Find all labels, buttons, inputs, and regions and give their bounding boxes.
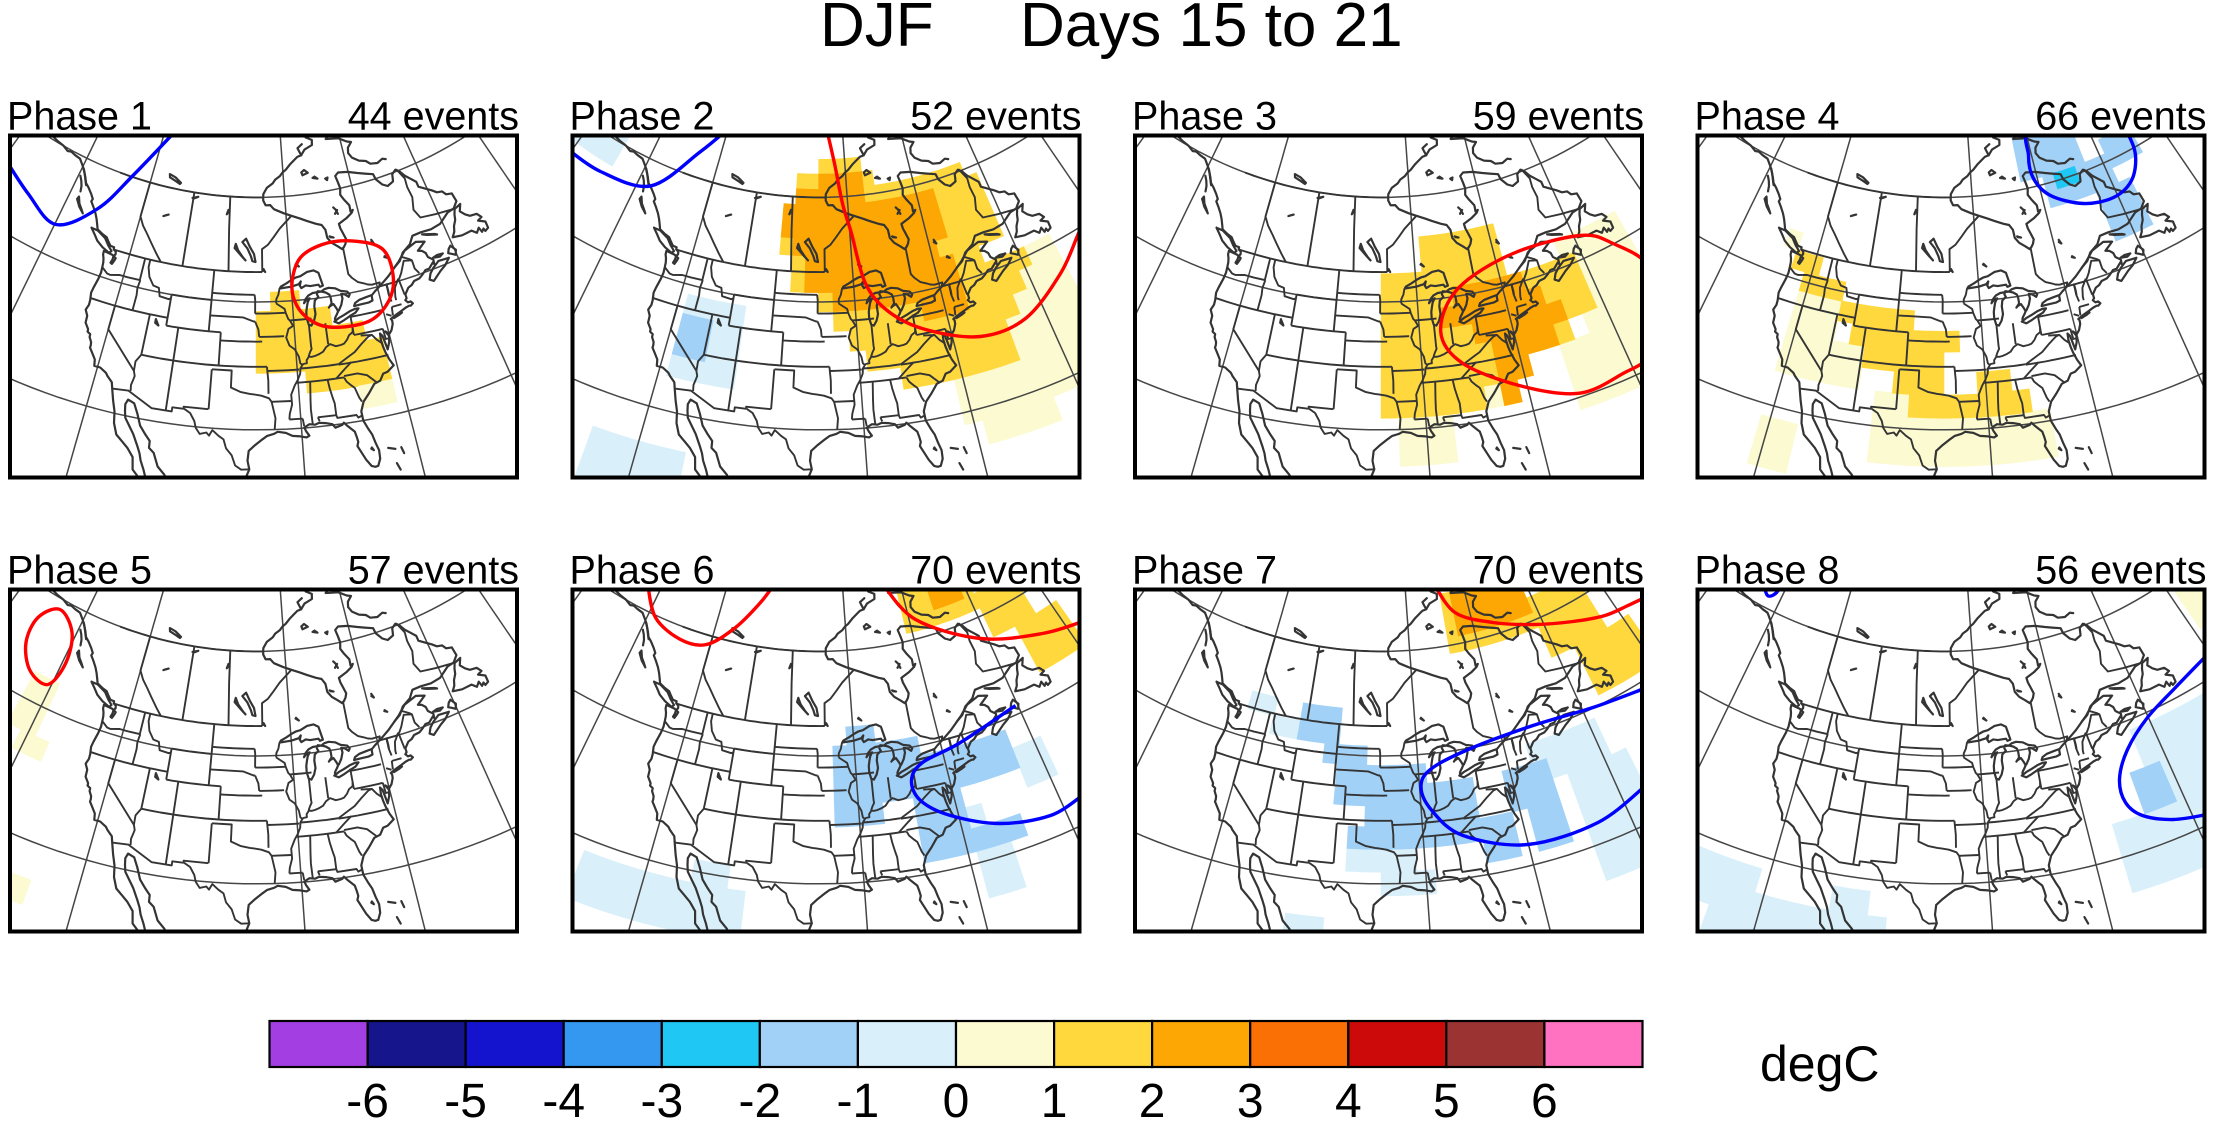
svg-text:-5: -5 — [444, 1075, 487, 1122]
svg-text:Phase 1: Phase 1 — [7, 95, 152, 139]
svg-text:2: 2 — [1139, 1075, 1166, 1122]
svg-text:3: 3 — [1237, 1075, 1264, 1122]
svg-text:Phase 2: Phase 2 — [570, 95, 715, 139]
svg-text:Phase 3: Phase 3 — [1132, 95, 1277, 139]
svg-text:57 events: 57 events — [348, 549, 519, 593]
svg-text:56 events: 56 events — [2035, 549, 2206, 593]
svg-text:5: 5 — [1433, 1075, 1460, 1122]
svg-text:-4: -4 — [542, 1075, 585, 1122]
svg-text:-3: -3 — [640, 1075, 683, 1122]
svg-text:1: 1 — [1041, 1075, 1068, 1122]
svg-text:52 events: 52 events — [910, 95, 1081, 139]
svg-text:Days 15 to 21: Days 15 to 21 — [1020, 0, 1403, 60]
svg-text:70 events: 70 events — [910, 549, 1081, 593]
svg-text:-6: -6 — [346, 1075, 389, 1122]
svg-text:-1: -1 — [837, 1075, 880, 1122]
svg-text:Phase 7: Phase 7 — [1132, 549, 1277, 593]
svg-text:DJF: DJF — [820, 0, 934, 60]
svg-text:59 events: 59 events — [1473, 95, 1644, 139]
svg-text:Phase 6: Phase 6 — [570, 549, 715, 593]
svg-text:70 events: 70 events — [1473, 549, 1644, 593]
svg-text:0: 0 — [943, 1075, 970, 1122]
svg-text:4: 4 — [1335, 1075, 1362, 1122]
svg-text:degC: degC — [1760, 1036, 1880, 1092]
svg-text:Phase 8: Phase 8 — [1695, 549, 1840, 593]
svg-text:Phase 5: Phase 5 — [7, 549, 152, 593]
svg-text:6: 6 — [1531, 1075, 1558, 1122]
svg-text:Phase 4: Phase 4 — [1695, 95, 1840, 139]
svg-text:44 events: 44 events — [348, 95, 519, 139]
svg-text:66 events: 66 events — [2035, 95, 2206, 139]
svg-text:-2: -2 — [738, 1075, 781, 1122]
